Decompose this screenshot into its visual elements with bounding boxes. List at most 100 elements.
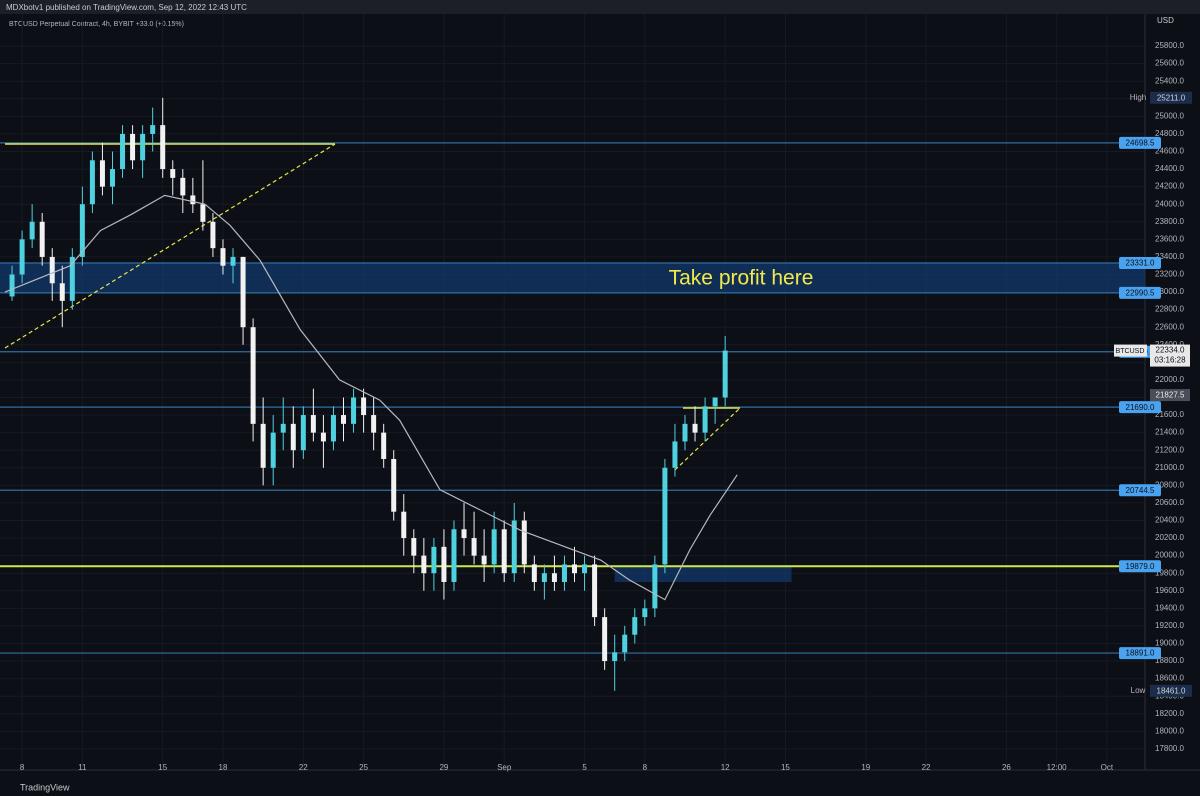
candle-body <box>200 204 206 222</box>
header-bar <box>0 0 1200 14</box>
candle-body <box>652 564 658 609</box>
candle-body <box>109 169 115 187</box>
level-tag <box>1119 484 1161 497</box>
annotation: Take profit here <box>669 267 814 290</box>
price-tag <box>1150 389 1190 402</box>
candle-body <box>491 529 497 565</box>
extreme-label: 18461.0 <box>1157 686 1186 695</box>
last-price-label: 22334.0 <box>1156 346 1185 355</box>
y-tick-label: 24400.0 <box>1155 164 1184 173</box>
y-tick-label: 24600.0 <box>1155 147 1184 156</box>
candle-body <box>280 423 286 433</box>
candle-body <box>19 239 25 275</box>
candle-body <box>240 256 246 328</box>
symbol-name: BTCUSD <box>1116 348 1145 355</box>
candle-body <box>672 441 678 468</box>
trend-drawing <box>674 407 741 471</box>
candle-body <box>69 256 75 301</box>
level-label: 24698.5 <box>1126 138 1155 147</box>
y-tick-label: 25800.0 <box>1155 41 1184 50</box>
candle-body <box>230 256 236 266</box>
y-tick-label: 23000.0 <box>1155 287 1184 296</box>
y-tick-label: 21000.0 <box>1155 463 1184 472</box>
trend-drawing <box>4 143 336 349</box>
y-tick-label: 22600.0 <box>1155 322 1184 331</box>
candle-body <box>99 160 105 187</box>
countdown: 03:16:28 <box>1154 356 1186 365</box>
last-price-tag <box>1150 344 1190 367</box>
level-label: 20744.5 <box>1126 486 1155 495</box>
symbol-title: BTCUSD Perpetual Contract, 4h, BYBIT +33… <box>9 21 184 28</box>
level-tag <box>1119 136 1161 149</box>
candle-body <box>290 423 296 451</box>
extreme-label: 25211.0 <box>1157 93 1186 102</box>
candle-body <box>682 423 688 442</box>
level-tag <box>1119 286 1161 299</box>
y-tick-label: 19600.0 <box>1155 586 1184 595</box>
x-tick-label: 29 <box>439 763 448 772</box>
candle-body <box>441 546 447 582</box>
y-tick-label: 18000.0 <box>1155 726 1184 735</box>
level-tag <box>1119 256 1161 269</box>
x-tick-label: Oct <box>1101 763 1114 772</box>
candle-body <box>89 160 95 205</box>
y-tick-label: 19800.0 <box>1155 568 1184 577</box>
y-tick-label: 25000.0 <box>1155 111 1184 120</box>
level-tag <box>1119 401 1161 414</box>
x-tick-label: Sep <box>497 763 512 772</box>
y-tick-label: 20800.0 <box>1155 480 1184 489</box>
candle-body <box>551 573 557 582</box>
candle-body <box>471 538 477 556</box>
y-tick-label: 18600.0 <box>1155 674 1184 683</box>
candle-body <box>120 133 126 170</box>
x-tick-label: 12:00 <box>1047 763 1068 772</box>
x-tick-label: 25 <box>359 763 368 772</box>
footer-logo: TradingView <box>20 782 70 792</box>
candle-body <box>130 133 136 161</box>
candle-body <box>561 564 567 582</box>
candle-body <box>9 274 15 297</box>
moving-average <box>4 194 738 601</box>
y-tick-label: 22000.0 <box>1155 375 1184 384</box>
candle-body <box>310 415 316 433</box>
level-label: 22990.5 <box>1126 289 1155 298</box>
candle-body <box>29 221 35 240</box>
y-tick-label: 18800.0 <box>1155 656 1184 665</box>
candles <box>9 97 728 691</box>
level-label: 21690.0 <box>1126 403 1155 412</box>
y-tick-label: 25400.0 <box>1155 76 1184 85</box>
candle-body <box>341 415 346 424</box>
candle-body <box>411 538 417 556</box>
y-tick-label: 23400.0 <box>1155 252 1184 261</box>
y-tick-label: 20600.0 <box>1155 498 1184 507</box>
candle-body <box>351 397 357 424</box>
level-label: 18891.0 <box>1126 649 1155 658</box>
candle-body <box>330 415 336 442</box>
y-tick-label: 20200.0 <box>1155 533 1184 542</box>
candle-body <box>391 458 397 512</box>
candle-body <box>49 256 55 284</box>
y-tick-label: 24000.0 <box>1155 199 1184 208</box>
grid <box>0 14 1145 770</box>
y-tick-label: 21600.0 <box>1155 410 1184 419</box>
extreme-tag <box>1150 91 1192 104</box>
candle-body <box>361 397 367 416</box>
candle-body <box>381 432 387 459</box>
extreme-tag <box>1150 684 1192 697</box>
y-tick-label: 19200.0 <box>1155 621 1184 630</box>
candle-body <box>160 125 166 170</box>
y-tick-label: 17800.0 <box>1155 744 1184 753</box>
y-tick-label: 23200.0 <box>1155 270 1184 279</box>
zones <box>0 262 1145 582</box>
extreme-name: Low <box>1131 686 1146 695</box>
x-tick-label: 18 <box>219 763 228 772</box>
candle-body <box>541 573 547 582</box>
currency: USD <box>1157 16 1174 25</box>
axes: 17800.018000.018200.018400.018600.018800… <box>20 41 1192 772</box>
level-tag <box>1119 647 1161 660</box>
candle-body <box>270 432 276 468</box>
level-label: 19879.0 <box>1126 562 1155 571</box>
y-tick-label: 23600.0 <box>1155 234 1184 243</box>
